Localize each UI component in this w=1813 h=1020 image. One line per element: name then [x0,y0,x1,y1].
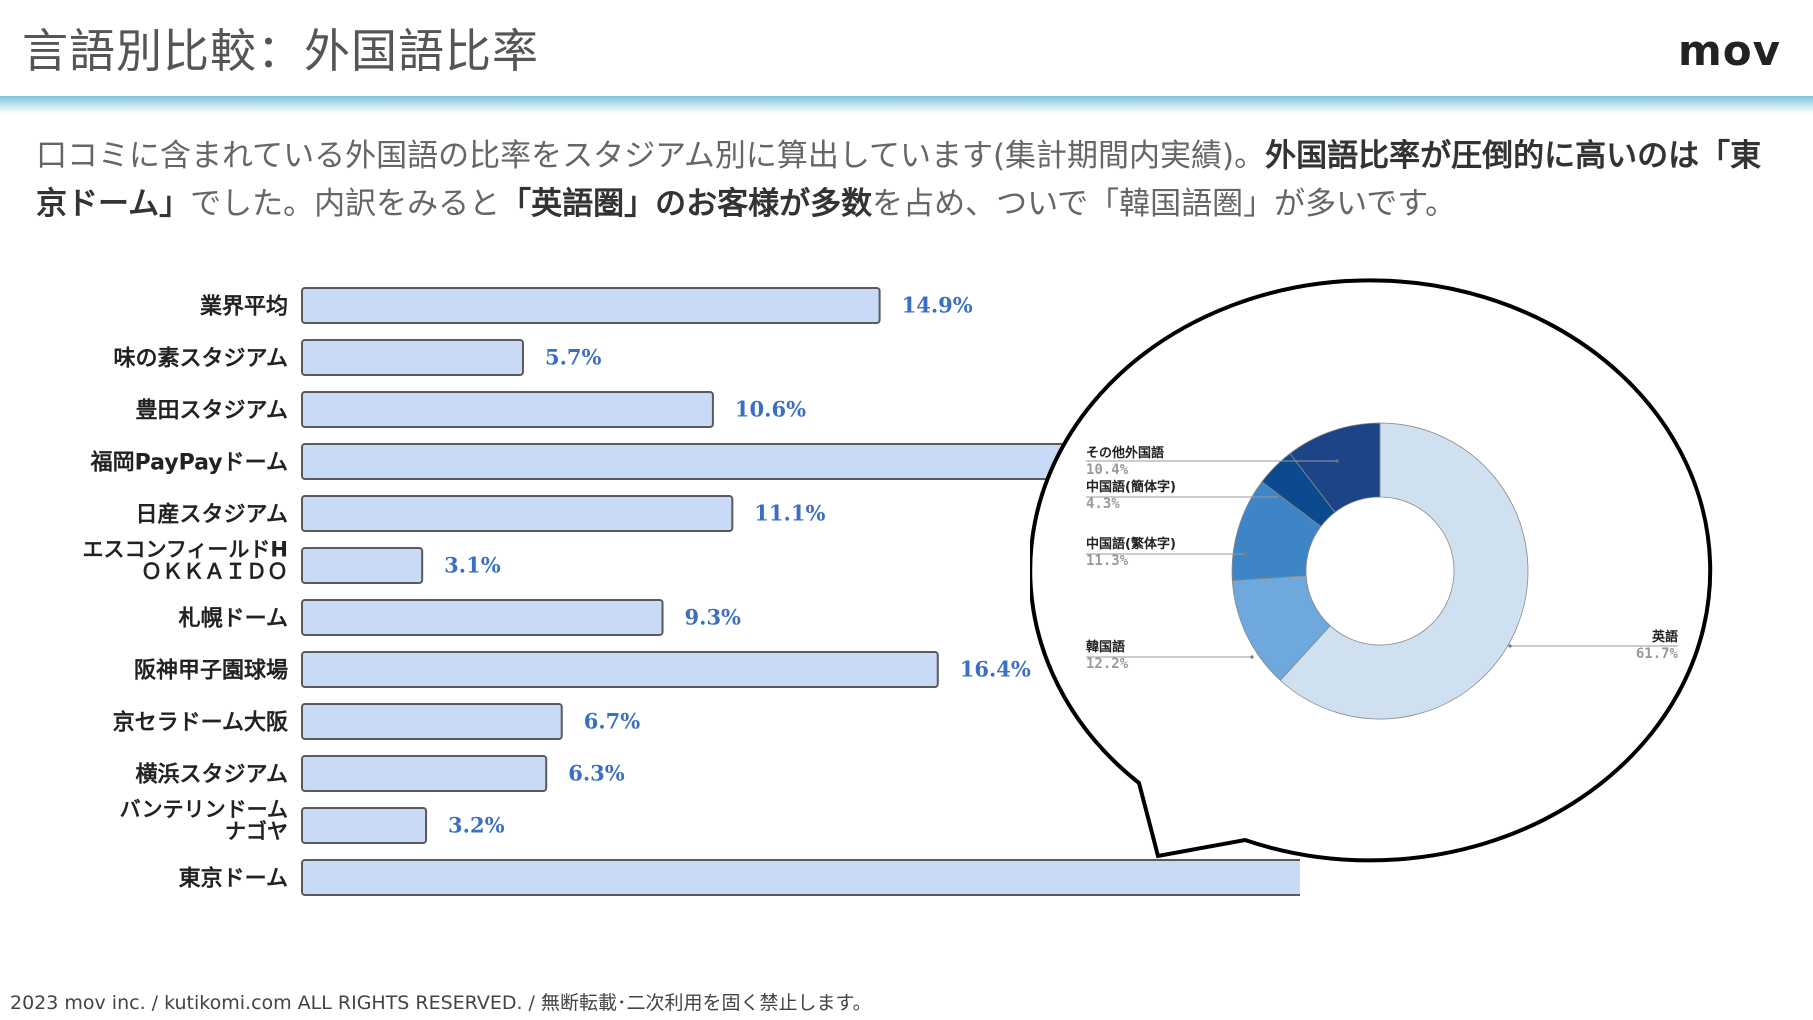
bar-category-label-11: 東京ドーム [179,866,288,892]
bar-value-label-10: 3.2% [448,813,505,838]
brand-logo: mov [1678,26,1781,75]
donut-leader-dot-3 [1278,495,1282,499]
description-part-5: を占め、ついで「韓国語圏」が多いです。 [872,186,1457,222]
donut-leader-dot-0 [1508,644,1512,648]
bar-1 [301,339,524,376]
bar-8 [301,703,563,740]
bar-value-label-4: 11.1% [754,501,825,526]
description-text: 口コミに含まれている外国語の比率をスタジアム別に算出しています(集計期間内実績)… [36,132,1776,228]
bar-category-label-5-0: エスコンフィールドH [82,538,288,562]
bar-category-label-7: 阪神甲子園球場 [134,658,288,684]
bar-category-label-8: 京セラドーム大阪 [113,710,288,736]
donut-slice-label-3: 中国語(簡体字) [1086,479,1176,495]
donut-slice-label-2: 中国語(繁体字) [1086,536,1176,552]
bar-9 [301,755,548,792]
donut-slice-pct-4: 10.4% [1086,462,1129,478]
page-title: 言語別比較：外国語比率 [22,24,539,78]
donut-leader-dot-2 [1244,552,1248,556]
bar-category-label-0: 業界平均 [200,294,288,320]
donut-slice-label-1: 韓国語 [1086,639,1125,655]
description-part-1: 口コミに含まれている外国語の比率をスタジアム別に算出しています(集計期間内実績)… [36,138,1266,174]
donut-slice-pct-3: 4.3% [1086,496,1120,512]
bar-10 [301,807,428,844]
bar-5 [301,547,424,584]
stadium-bar-chart: 業界平均 14.9% 味の素スタジアム 5.7% 豊田スタジアム 10.6% 福岡PayPa… [82,287,1300,896]
bar-6 [301,599,664,636]
bar-category-label-4: 日産スタジアム [136,502,288,528]
bar-7 [301,651,939,688]
donut-slice-label-0: 英語 [1651,629,1678,645]
bar-category-label-10-0: バンテリンドーム [120,798,288,822]
bar-value-label-0: 14.9% [902,293,973,318]
donut-slice-pct-0: 61.7% [1636,646,1679,662]
bar-4 [301,495,734,532]
bar-category-label-5-1: ＯＫＫＡＩＤＯ [141,560,288,584]
bar-value-label-8: 6.7% [584,709,641,734]
bar-value-label-6: 9.3% [685,605,742,630]
donut-slice-label-4: その他外国語 [1086,445,1164,461]
donut-slice-pct-1: 12.2% [1086,656,1129,672]
bar-2 [301,391,714,428]
bar-3 [301,443,1145,480]
description-part-3: でした。内訳をみると [190,186,501,222]
donut-leader-dot-4 [1335,459,1339,463]
donut-slice-pct-2: 11.3% [1086,553,1129,569]
speech-bubble-outline [1030,278,1713,863]
donut-slice-4 [1289,422,1381,513]
description-highlight-2: 「英語圏」のお客様が多数 [500,186,873,222]
description-highlight-1: 外国語比率が圧倒的に高いのは「東京ドーム」 [36,138,1762,222]
bar-value-label-7: 16.4% [960,657,1031,682]
bar-value-label-9: 6.3% [568,761,625,786]
bar-11 [301,859,1300,896]
bar-0 [301,287,881,324]
bar-value-label-2: 10.6% [735,397,806,422]
bar-category-label-3: 福岡PayPayドーム [90,451,288,476]
donut-leader-dot-1 [1250,655,1254,659]
donut-slice-0 [1279,422,1529,720]
bar-category-label-2: 豊田スタジアム [136,398,288,424]
title-underline-bar [0,96,1813,114]
bar-value-label-5: 3.1% [444,553,501,578]
bar-category-label-10-1: ナゴヤ [225,820,288,844]
bar-category-label-1: 味の素スタジアム [114,346,288,372]
footer-copyright: 2023 mov inc. / kutikomi.com ALL RIGHTS … [10,992,872,1014]
bar-value-label-1: 5.7% [545,345,602,370]
bar-category-label-6: 札幌ドーム [178,607,288,632]
bar-category-label-9: 横浜スタジアム [136,763,288,788]
